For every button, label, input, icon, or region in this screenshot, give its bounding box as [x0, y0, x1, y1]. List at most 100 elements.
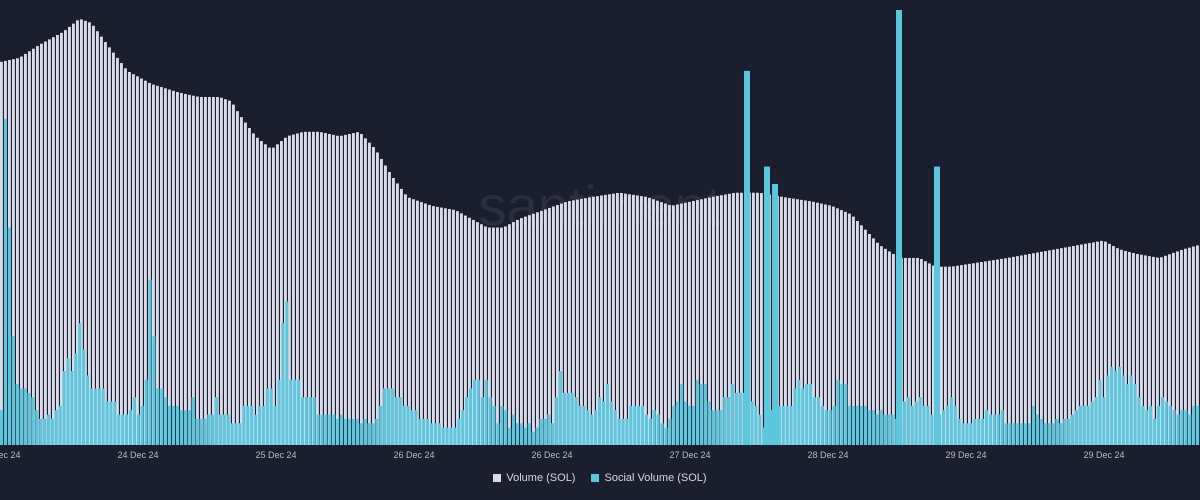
volume-bar	[384, 165, 387, 445]
social-volume-bar	[1121, 375, 1125, 445]
social-volume-bar	[1180, 410, 1184, 445]
social-volume-bar	[1063, 418, 1067, 445]
social-volume-bar	[136, 414, 140, 445]
social-volume-bar	[914, 401, 918, 445]
social-volume-bar	[684, 401, 688, 445]
volume-bar	[484, 226, 487, 445]
social-volume-spike	[772, 184, 778, 445]
social-volume-bar	[770, 410, 774, 445]
volume-bar	[1036, 252, 1039, 445]
volume-bar	[580, 198, 583, 445]
volume-bar	[972, 263, 975, 445]
volume-bar	[272, 147, 275, 445]
volume-bar	[404, 194, 407, 445]
volume-bar	[888, 251, 891, 445]
social-volume-bar	[680, 384, 684, 445]
social-volume-bar	[300, 397, 305, 445]
social-volume-bar	[629, 405, 633, 445]
volume-bar	[132, 74, 135, 445]
social-volume-bar	[54, 410, 58, 445]
social-volume-bar	[836, 379, 840, 445]
social-volume-bar	[715, 410, 719, 445]
volume-bar	[996, 259, 999, 445]
volume-bar	[1140, 254, 1143, 445]
social-volume-bar	[1145, 410, 1149, 445]
social-volume-bar	[43, 418, 47, 445]
social-volume-bar	[383, 388, 387, 445]
volume-bar	[1040, 251, 1043, 445]
social-volume-bar	[1094, 397, 1098, 445]
volume-bar	[884, 248, 887, 445]
social-volume-bar	[23, 388, 27, 445]
volume-bar	[512, 222, 515, 445]
volume-bar	[468, 217, 471, 445]
social-volume-bar	[711, 410, 715, 445]
volume-bar	[1088, 243, 1091, 445]
legend-swatch-volume	[493, 474, 502, 482]
volume-bar	[408, 197, 411, 445]
volume-bar	[436, 206, 439, 445]
social-volume-bar	[469, 388, 473, 445]
social-volume-bar	[953, 405, 957, 445]
social-volume-bar	[269, 388, 273, 445]
social-volume-bar	[328, 414, 332, 445]
social-volume-bar	[918, 397, 922, 445]
volume-bar	[112, 52, 115, 445]
volume-bar	[416, 200, 419, 445]
legend-item-volume[interactable]: Volume (SOL)	[493, 472, 575, 484]
legend-label-social-volume: Social Volume (SOL)	[604, 472, 707, 484]
social-volume-bar	[488, 397, 492, 445]
volume-bar	[952, 266, 955, 445]
volume-bar	[756, 192, 759, 445]
volume-bar	[724, 194, 727, 445]
social-volume-bar	[660, 423, 664, 445]
legend-swatch-social-volume	[591, 474, 600, 482]
social-volume-bar	[1024, 423, 1028, 445]
social-volume-bar	[656, 414, 660, 445]
legend-item-social-volume[interactable]: Social Volume (SOL)	[591, 472, 707, 484]
social-volume-bar	[590, 414, 594, 445]
social-volume-bar	[992, 414, 996, 445]
volume-bar	[824, 204, 827, 445]
social-volume-bar	[343, 418, 348, 445]
volume-bar	[184, 93, 187, 445]
volume-bar	[964, 264, 967, 445]
volume-bar	[808, 201, 811, 445]
social-volume-bar	[101, 388, 105, 445]
volume-bar	[652, 199, 655, 445]
volume-bar	[460, 213, 463, 445]
social-volume-bar	[66, 358, 70, 445]
volume-bar	[616, 193, 619, 445]
social-volume-bar	[875, 414, 879, 445]
social-volume-bar	[1114, 371, 1118, 445]
volume-bar	[612, 193, 615, 445]
volume-bar	[148, 82, 151, 446]
social-volume-bar	[543, 418, 547, 445]
x-tick-label: 29 Dec 24	[1083, 450, 1124, 460]
social-volume-bar	[74, 353, 78, 445]
social-volume-bar	[856, 405, 860, 445]
social-volume-bar	[957, 418, 961, 445]
x-tick-label: 26 Dec 24	[393, 450, 434, 460]
volume-bar	[128, 71, 131, 446]
social-volume-bar	[50, 418, 54, 445]
social-volume-bar	[719, 410, 723, 445]
volume-bar	[424, 203, 427, 445]
volume-bar	[104, 42, 107, 445]
social-volume-bar	[492, 405, 496, 445]
volume-bar	[944, 266, 947, 445]
social-volume-bar	[285, 301, 289, 445]
volume-bar	[532, 213, 535, 445]
volume-bar	[832, 206, 835, 445]
volume-bar	[476, 222, 479, 445]
volume-bar	[688, 201, 691, 445]
volume-bar	[300, 132, 303, 445]
volume-bar	[588, 197, 591, 445]
social-volume-bar	[813, 397, 817, 445]
social-volume-bar	[930, 414, 934, 445]
social-volume-bar	[758, 414, 762, 445]
social-volume-bar	[418, 418, 422, 445]
social-volume-bar	[668, 418, 672, 445]
volume-bar	[60, 32, 63, 446]
social-volume-bar	[824, 410, 828, 445]
